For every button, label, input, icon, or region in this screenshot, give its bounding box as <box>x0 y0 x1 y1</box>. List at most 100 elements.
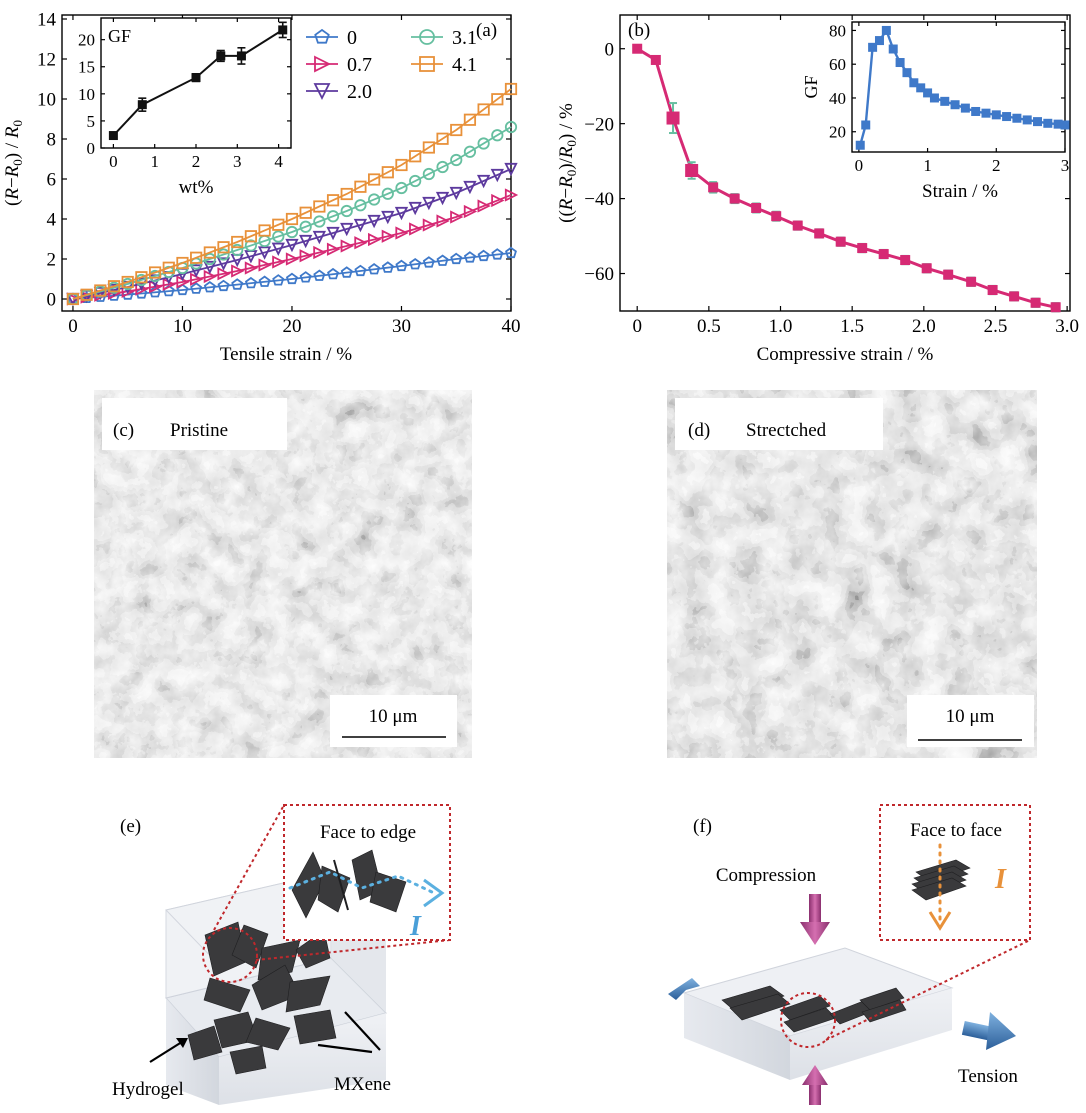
x-tick-label: 10 <box>173 316 192 337</box>
inset-a-point <box>216 51 226 61</box>
data-point <box>244 276 257 289</box>
panel-a-inset-gf-vs-wt: 0 1 2 3 4 0 5 10 15 20 GF wt% <box>78 17 292 198</box>
y-tick-label: 4 <box>47 210 57 231</box>
series-b-point <box>1009 291 1020 302</box>
inset-b-point <box>916 83 926 93</box>
inset-a-x-axis-title: wt% <box>179 177 214 198</box>
inset-a-point <box>137 100 147 110</box>
series-b-point <box>632 43 643 54</box>
series-b-point <box>943 269 954 280</box>
data-point <box>354 199 367 212</box>
data-point <box>135 271 148 284</box>
arrow-hydrogel-head <box>176 1038 188 1048</box>
data-point <box>135 287 148 299</box>
panel-d-caption-box <box>675 398 883 450</box>
x-tick-label: 0 <box>109 152 118 171</box>
inset-b-point <box>1060 120 1070 130</box>
legend-marker <box>313 83 331 101</box>
inset-b-point <box>1002 112 1012 122</box>
legend-label-0: 0 <box>347 27 357 49</box>
y-tick-label: 10 <box>37 90 56 111</box>
data-point <box>231 278 244 290</box>
data-point <box>231 264 245 278</box>
data-point <box>299 220 312 233</box>
data-point <box>107 280 121 293</box>
x-tick-label: 2.0 <box>912 316 936 337</box>
legend-item-0-7: 0.7 <box>306 54 372 76</box>
panel-f-zoom-circle <box>780 992 836 1048</box>
data-point <box>463 145 477 158</box>
series-b-point <box>966 276 977 287</box>
y-tick-label: 20 <box>829 123 846 142</box>
series-b-point <box>771 211 782 222</box>
panel-c-title: Pristine <box>170 420 228 441</box>
y-tick-label: 60 <box>829 55 846 74</box>
x-tick-label: 20 <box>282 316 301 337</box>
data-point <box>409 150 422 163</box>
series-b-point <box>857 243 868 254</box>
x-tick-label: 0 <box>68 316 78 337</box>
data-point <box>381 229 396 243</box>
panel-b-axes: 0 0.5 1.0 1.5 2.0 2.5 3.0 0 −20 −40 −60 <box>584 15 1079 337</box>
mxene-flakes-aligned <box>721 985 907 1033</box>
data-point <box>313 269 326 281</box>
data-point <box>436 160 449 174</box>
inset-b-point <box>868 42 878 52</box>
data-point <box>326 226 340 241</box>
data-point <box>299 249 313 263</box>
inset-b-point <box>1043 118 1053 128</box>
x-tick-label: 1 <box>150 152 159 171</box>
inset-b-point <box>909 78 919 88</box>
tension-arrow-left <box>668 978 700 1000</box>
x-tick-label: 0 <box>855 156 864 175</box>
data-point <box>217 241 230 254</box>
data-point <box>258 275 271 287</box>
data-point <box>258 224 271 237</box>
data-point <box>299 271 312 283</box>
series-b-point <box>650 54 661 65</box>
inset-b-frame <box>851 21 1066 153</box>
data-point <box>409 174 422 188</box>
data-point <box>313 245 327 260</box>
data-point <box>463 251 476 263</box>
data-point <box>217 279 230 292</box>
x-tick-label: 3.0 <box>1055 316 1079 337</box>
data-point <box>477 249 490 262</box>
data-point <box>409 222 423 236</box>
compression-arrow-top <box>800 894 830 945</box>
series-b-point <box>987 285 998 296</box>
hydrogel-slab-side <box>790 988 952 1080</box>
inset-b-point <box>981 108 991 118</box>
inset-a-series <box>108 21 288 141</box>
y-tick-label: 10 <box>78 85 95 104</box>
data-point <box>244 261 259 275</box>
inset-a-point <box>278 25 288 35</box>
legend-label-3-1: 3.1 <box>452 27 477 49</box>
y-tick-label: 12 <box>37 50 56 71</box>
data-point <box>244 239 258 252</box>
panel-e-zoom-circle <box>202 927 258 983</box>
y-tick-label: −60 <box>584 264 614 285</box>
data-point <box>476 174 491 189</box>
data-point <box>422 167 435 181</box>
data-point <box>217 267 231 281</box>
series-b-point <box>666 111 680 125</box>
y-tick-label: −40 <box>584 189 614 210</box>
inset-b-point <box>881 25 891 35</box>
data-point <box>505 246 517 259</box>
data-point <box>354 236 368 250</box>
data-point <box>272 230 285 243</box>
label-tension: Tension <box>958 1066 1018 1087</box>
inset-b-point <box>960 103 970 113</box>
data-point <box>449 186 463 201</box>
data-point <box>504 188 519 202</box>
data-point <box>381 210 395 225</box>
label-hydrogel: Hydrogel <box>112 1079 184 1100</box>
data-point <box>368 262 381 275</box>
panel-f-zoom-label: Face to face <box>910 820 1002 841</box>
data-point <box>299 234 313 249</box>
inset-b-point <box>1022 115 1032 125</box>
label-compression: Compression <box>716 865 817 886</box>
series-b-point <box>729 193 740 204</box>
